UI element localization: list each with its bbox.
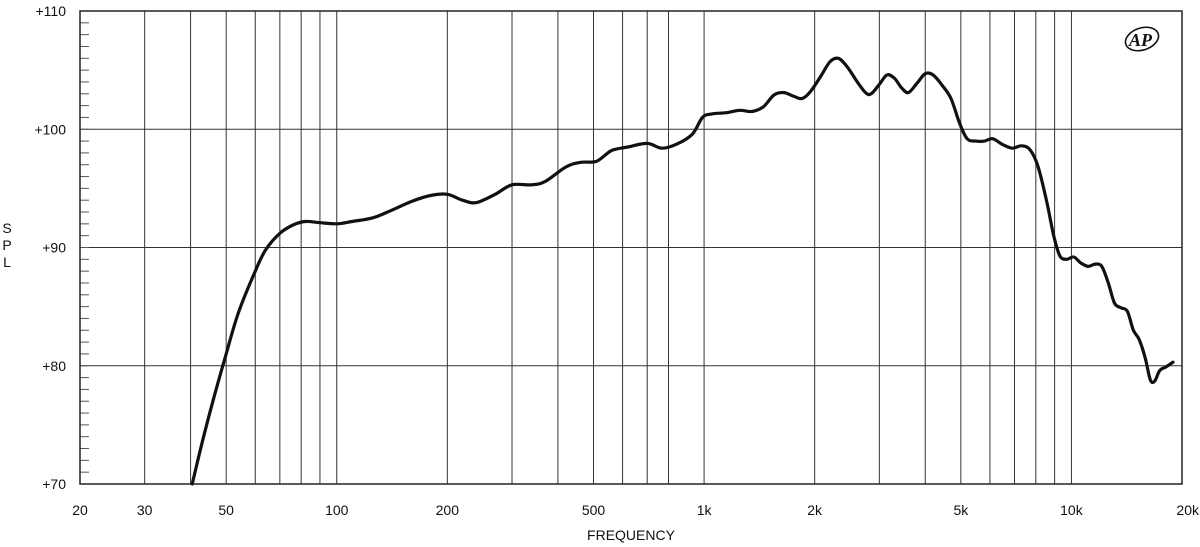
y-axis-title-p: P xyxy=(2,237,11,253)
x-tick-label: 50 xyxy=(218,502,234,518)
y-axis-ticks: +70 +80 +90 +100 +110 xyxy=(34,3,66,492)
y-tick-label: +100 xyxy=(34,121,66,137)
y-tick-label: +90 xyxy=(42,240,66,256)
x-tick-label: 200 xyxy=(436,502,460,518)
y-tick-label: +70 xyxy=(42,476,66,492)
y-axis-title: S P L xyxy=(2,220,11,270)
x-tick-label: 100 xyxy=(325,502,349,518)
x-tick-label: 2k xyxy=(807,502,823,518)
x-tick-label: 30 xyxy=(137,502,153,518)
y-axis-title-l: L xyxy=(3,254,11,270)
plot-frame xyxy=(79,10,1183,485)
y-axis-title-s: S xyxy=(2,220,11,236)
x-tick-label: 500 xyxy=(582,502,606,518)
x-tick-label: 5k xyxy=(953,502,969,518)
spl-response-line xyxy=(190,56,1175,486)
x-axis-title: FREQUENCY xyxy=(587,527,676,543)
x-tick-label: 20k xyxy=(1176,502,1200,518)
ap-logo-text: AP xyxy=(1128,30,1153,50)
x-axis-ticks: 20 30 50 100 200 500 1k 2k 5k 10k 20k xyxy=(72,502,1200,518)
x-tick-label: 1k xyxy=(697,502,713,518)
y-tick-label: +110 xyxy=(36,3,67,19)
ap-logo: AP xyxy=(1124,26,1160,52)
x-tick-label: 20 xyxy=(72,502,88,518)
ap-logo-swoosh xyxy=(1124,26,1160,52)
grid xyxy=(80,11,1182,484)
y-tick-label: +80 xyxy=(42,358,66,374)
series-group xyxy=(190,56,1175,486)
x-tick-label: 10k xyxy=(1060,502,1084,518)
